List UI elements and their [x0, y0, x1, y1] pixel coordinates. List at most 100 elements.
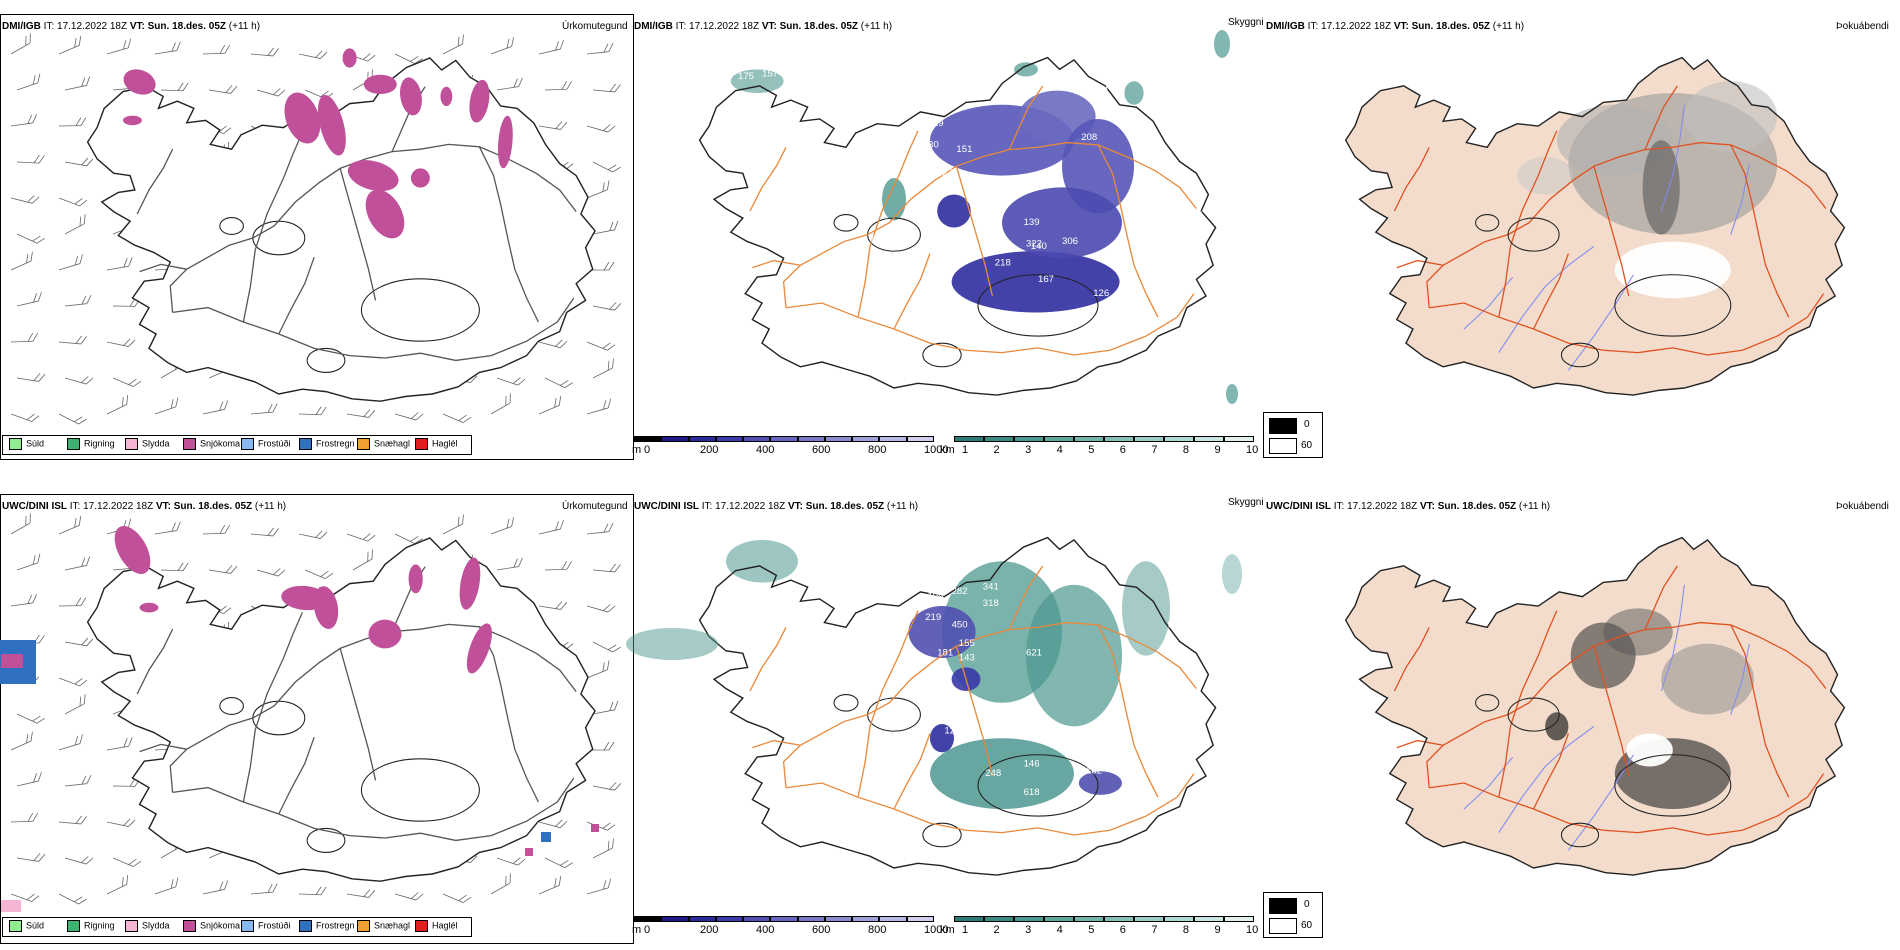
snowfall-area — [347, 160, 399, 192]
scale-tick: 10 — [1246, 924, 1259, 936]
fog-tick-60: 60 — [1301, 920, 1313, 931]
legend-swatch — [183, 438, 196, 450]
cloud-height-label: 155 — [959, 638, 975, 649]
fog-area — [1556, 104, 1673, 176]
header-top-mid: DMI/IGB IT: 17.12.2022 18Z VT: Sun. 18.d… — [634, 21, 893, 32]
scale-unit-km: km — [940, 444, 955, 456]
fog-tick-60: 60 — [1301, 440, 1313, 451]
cloud-area — [1214, 30, 1230, 58]
legend-label: Haglél — [432, 920, 458, 931]
fog-scale-bottom: 0 60 — [1263, 892, 1323, 938]
fog-swatch-black — [1269, 418, 1297, 434]
snowfall-area — [342, 48, 357, 68]
snowfall-area — [469, 79, 490, 123]
cloud-height-label: 621 — [1026, 648, 1042, 659]
snowfall-area — [525, 848, 533, 856]
scale-swatch — [879, 916, 907, 922]
scale-tick: 400 — [756, 444, 775, 456]
legend-swatch — [415, 438, 428, 450]
scale-tick: 8 — [1182, 444, 1189, 456]
cloud-height-label: 118 — [1165, 257, 1180, 268]
legend-swatch — [125, 920, 138, 932]
cloud-height-label: 150 — [1158, 222, 1174, 233]
precip-map-content — [0, 513, 622, 912]
scale-swatch — [1074, 916, 1104, 922]
fog-area — [1661, 643, 1754, 715]
cloud-height-label: 648 — [1163, 707, 1179, 718]
cloud-height-label: 128 — [944, 726, 960, 737]
legend-label: Snæhagl — [374, 438, 411, 449]
legend-swatch — [125, 438, 138, 450]
panel-title-cloud-bottom: Skyggni — [1228, 497, 1264, 508]
legend-label: Súld — [26, 438, 45, 449]
scale-swatch — [688, 436, 716, 442]
snowfall-area — [123, 69, 156, 95]
cloud-height-label: 282 — [952, 586, 968, 597]
precip-map-content — [10, 33, 622, 425]
scale-swatch — [634, 436, 662, 442]
cloud-area — [1014, 62, 1038, 77]
cloud-area — [1122, 561, 1170, 656]
cloud-area — [626, 628, 718, 660]
legend-label: Snjókoma — [200, 438, 241, 449]
scale-tick: 10 — [1246, 444, 1259, 456]
legend-swatch — [357, 920, 370, 932]
sleet-area — [1, 900, 21, 912]
scale-swatch — [797, 436, 825, 442]
panel-title-fog-bottom: Þokuábendi — [1836, 501, 1889, 512]
scale-tick: 800 — [868, 924, 887, 936]
freezing-rain-area — [541, 832, 551, 842]
snowfall-area — [365, 189, 405, 239]
cloud-height-label: 143 — [959, 652, 975, 663]
scale-tick: 5 — [1088, 924, 1095, 936]
cloud-height-label: 306 — [1062, 236, 1078, 247]
scale-swatch — [1164, 916, 1194, 922]
legend-label: Frostúði — [258, 920, 291, 931]
scale-swatch — [1104, 436, 1134, 442]
scale-tick: 9 — [1214, 924, 1221, 936]
cloud-area — [1124, 81, 1144, 105]
cloud-scale-bottom: m 0 200 400 600 800 1000 km 1 2 3 4 5 6 7 8 9 10 — [632, 914, 1272, 938]
fog-scale-top: 0 60 — [1263, 412, 1323, 458]
precip-panel-bottom — [0, 494, 634, 944]
scale-swatch — [1224, 916, 1254, 922]
cloud-height-label: 145 — [1134, 175, 1150, 186]
scale-swatch — [1134, 436, 1164, 442]
legend-item: Frostregn — [299, 438, 355, 450]
scale-tick: 600 — [812, 444, 831, 456]
snowfall-area — [363, 74, 397, 94]
legend-item: Frostúði — [241, 438, 291, 450]
snowfall-area — [466, 623, 492, 674]
scale-swatch — [852, 916, 880, 922]
scale-swatch — [634, 916, 662, 922]
panel-title-cloud-top: Skyggni — [1228, 17, 1264, 28]
cloud-height-label: 199 — [928, 591, 944, 602]
fog-map-bottom — [1344, 536, 1846, 876]
legend-item: Rigning — [67, 438, 115, 450]
legend-item: Súld — [9, 920, 44, 932]
scale-tick: 600 — [812, 924, 831, 936]
scale-swatch — [1164, 436, 1194, 442]
cloud-height-label: 208 — [1081, 132, 1097, 143]
legend-label: Slydda — [142, 920, 170, 931]
scale-tick: 200 — [700, 924, 719, 936]
cloud-area — [1222, 554, 1242, 594]
cloud-height-label: 141 — [1093, 85, 1109, 96]
legend-item: Snæhagl — [357, 438, 410, 450]
cloud-area — [937, 194, 971, 228]
snowfall-area — [399, 77, 422, 116]
snowfall-area — [123, 115, 142, 126]
legend-label: Haglél — [432, 438, 458, 449]
cloud-height-label: 99 — [1168, 619, 1179, 630]
scale-tick: 4 — [1056, 444, 1063, 456]
cloud-map-bottom: 199 282 219 450 155 143 181 341 318 621 128 248 146 6… — [626, 536, 1242, 876]
cloud-height-label: 322 — [1026, 238, 1042, 249]
legend-swatch — [9, 920, 22, 932]
legend-swatch — [299, 438, 312, 450]
snowfall-area — [440, 86, 453, 106]
legend-swatch — [183, 920, 196, 932]
scale-swatch — [1044, 436, 1074, 442]
fog-tick-0: 0 — [1304, 899, 1310, 910]
cloud-scale-top: m 0 200 400 600 800 1000 km 1 2 3 4 5 6 7 8 9 10 — [632, 434, 1272, 458]
legend-swatch — [241, 920, 254, 932]
